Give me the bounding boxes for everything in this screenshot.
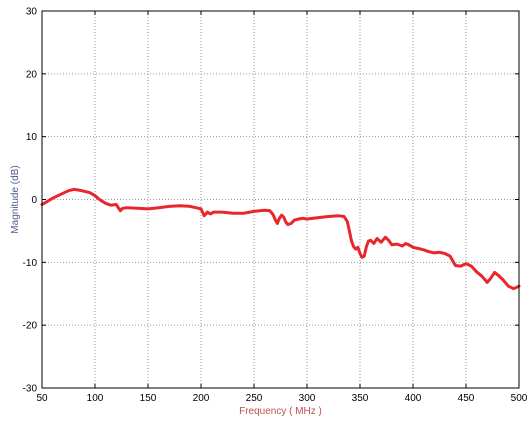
x-tick-label: 100 — [87, 393, 104, 404]
y-tick-label: 20 — [26, 69, 38, 80]
y-axis-title: Magnitude (dB) — [10, 165, 21, 233]
y-tick-label: 30 — [26, 7, 38, 18]
x-tick-label: 250 — [246, 393, 263, 404]
series-line — [40, 187, 521, 291]
x-tick-label: 300 — [299, 393, 316, 404]
y-ticks: -30 -20 -10 0 10 20 30 — [23, 7, 519, 395]
y-tick-label: -20 — [23, 321, 38, 332]
x-ticks: 50 100 150 200 250 300 350 400 450 500 — [36, 11, 527, 404]
x-tick-label: 450 — [458, 393, 475, 404]
y-tick-label: -30 — [23, 384, 38, 395]
x-tick-label: 400 — [405, 393, 422, 404]
x-tick-label: 150 — [140, 393, 157, 404]
x-axis-title: Frequency ( MHz ) — [239, 406, 322, 417]
x-tick-label: 350 — [352, 393, 369, 404]
y-tick-label: -10 — [23, 258, 38, 269]
x-tick-label: 500 — [511, 393, 527, 404]
x-tick-label: 50 — [36, 393, 48, 404]
x-tick-label: 200 — [193, 393, 210, 404]
y-tick-label: 0 — [31, 195, 37, 206]
y-tick-label: 10 — [26, 132, 38, 143]
